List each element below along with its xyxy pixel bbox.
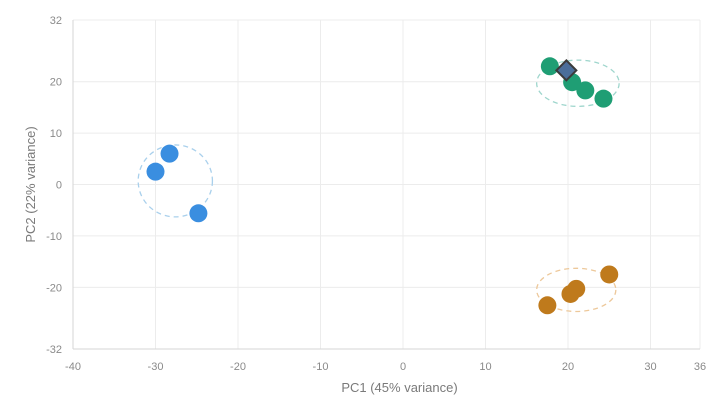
y-tick-label: -10 xyxy=(46,231,62,243)
tick-labels: -40 -30 -20 -10 0 10 20 30 36 -32 -20 -10 0 10 20 32 xyxy=(46,15,706,373)
data-point xyxy=(594,89,613,108)
y-axis-title: PC2 (22% variance) xyxy=(23,126,38,242)
data-points xyxy=(146,57,619,315)
data-point xyxy=(189,204,208,223)
x-tick-label: 10 xyxy=(479,361,491,373)
data-point xyxy=(146,162,165,181)
y-tick-label: -32 xyxy=(46,344,62,356)
x-tick-label: 30 xyxy=(644,361,656,373)
y-tick-label: -20 xyxy=(46,282,62,294)
x-tick-label: 36 xyxy=(694,361,706,373)
data-point xyxy=(600,265,619,284)
y-tick-label: 10 xyxy=(50,128,62,140)
data-point xyxy=(561,284,580,303)
cluster-ellipse xyxy=(137,144,214,218)
cluster-ellipse xyxy=(536,267,617,313)
x-tick-label: 20 xyxy=(562,361,574,373)
x-tick-label: -40 xyxy=(65,361,81,373)
data-point xyxy=(538,296,557,315)
x-axis-title: PC1 (45% variance) xyxy=(341,380,457,395)
data-point xyxy=(540,57,559,76)
cluster-ellipses xyxy=(137,59,620,313)
y-tick-label: 0 xyxy=(56,180,62,192)
x-tick-label: -20 xyxy=(230,361,246,373)
data-point xyxy=(576,81,595,100)
highlight-diamond-point xyxy=(554,58,578,82)
x-tick-label: 0 xyxy=(400,361,406,373)
y-tick-label: 32 xyxy=(50,15,62,27)
x-tick-label: -30 xyxy=(148,361,164,373)
y-tick-label: 20 xyxy=(50,77,62,89)
x-tick-label: -10 xyxy=(313,361,329,373)
cluster-ellipse xyxy=(536,59,620,108)
data-point xyxy=(160,144,179,163)
grid xyxy=(72,19,701,350)
